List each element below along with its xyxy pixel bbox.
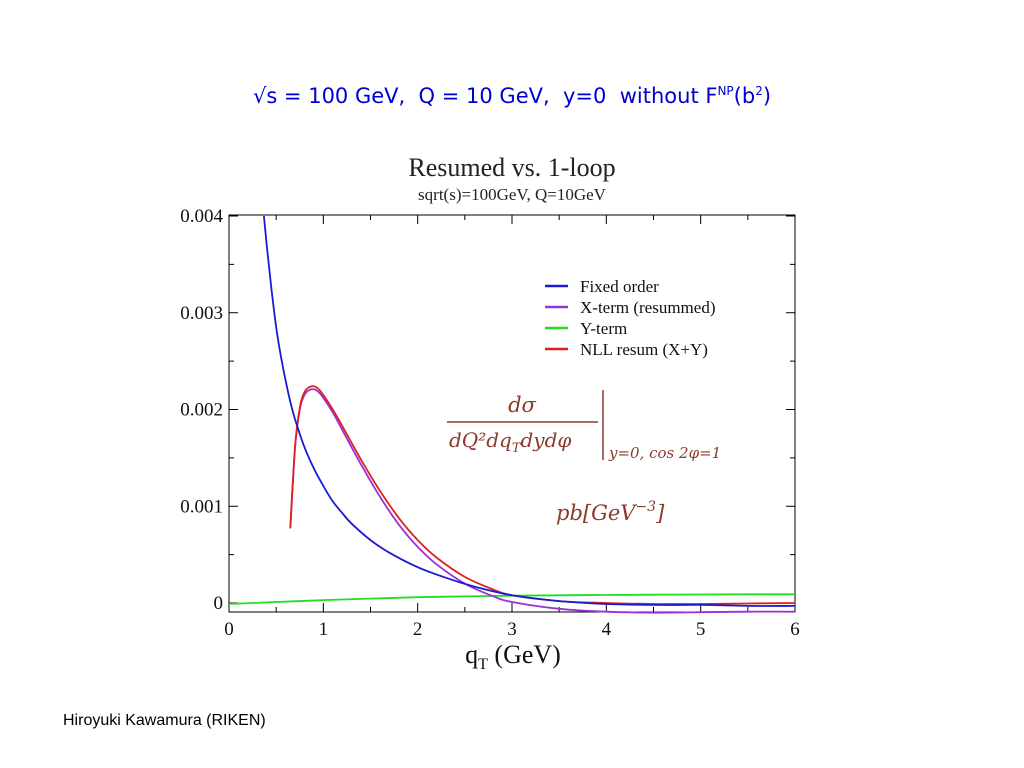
y-tick-label-4: 0.004 [180,206,223,227]
x-axis-label-sub: T [478,656,488,673]
x-axis-label: qT (GeV) [465,640,561,673]
formula-annotation: dσ dQ²dqTdydφ y=0, cos 2φ=1 pb[GeV−3] [447,390,721,525]
formula-units-close: ] [655,501,665,525]
legend: Fixed order X-term (resummed) Y-term NLL… [545,277,715,359]
series-x-term [289,388,796,614]
slide-title-prefix: √s = 100 GeV, Q = 10 GeV, y=0 without F [252,84,718,108]
legend-label-x-term: X-term (resummed) [580,298,715,317]
chart-title: Resumed vs. 1-loop [408,153,615,182]
formula-denominator: dQ²dqTdydφ [449,428,571,456]
x-axis-label-main: q [465,640,478,669]
footer-author: Hiroyuki Kawamura (RIKEN) [63,712,266,729]
series-layer [228,215,796,614]
slide-title-suffix: ) [762,84,772,108]
formula-units: pb[GeV−3] [556,499,665,525]
slide-title-np: NP [717,84,734,98]
formula-units-sup: −3 [635,499,656,515]
x-axis-label-unit: (GeV) [488,640,561,669]
slide-title-mid: (b [733,84,756,108]
y-tick-label-0: 0 [214,593,224,614]
formula-denominator-rest: dydφ [521,428,572,452]
legend-label-fixed-order: Fixed order [580,277,659,296]
chart-subtitle: sqrt(s)=100GeV, Q=10GeV [418,185,607,204]
formula-numerator: dσ [508,393,536,417]
x-tick-label-5: 5 [696,619,706,640]
formula-units-main: pb[GeV [556,501,637,525]
y-tick-label-1: 0.001 [180,496,223,517]
slide-title: √s = 100 GeV, Q = 10 GeV, y=0 without FN… [0,84,1024,108]
x-tick-label-3: 3 [507,619,517,640]
slide-title-sq: 2 [755,84,763,98]
legend-label-nll-resum: NLL resum (X+Y) [580,340,708,359]
x-tick-label-2: 2 [413,619,423,640]
series-fixed-order [263,215,796,607]
x-tick-label-0: 0 [224,619,234,640]
y-tick-label-3: 0.003 [180,303,223,324]
x-tick-label-6: 6 [790,619,800,640]
formula-condition: y=0, cos 2φ=1 [608,444,721,462]
axis-ticks: 0 1 2 3 4 5 6 0 0.001 0.002 0.003 0.004 [180,206,800,640]
legend-label-y-term: Y-term [580,319,627,338]
formula-denominator-main: dQ²dq [449,428,512,452]
formula-denominator-sub: T [512,441,522,456]
x-tick-label-1: 1 [319,619,329,640]
x-tick-label-4: 4 [602,619,612,640]
y-tick-label-2: 0.002 [180,400,223,421]
series-nll-resum [289,385,796,605]
